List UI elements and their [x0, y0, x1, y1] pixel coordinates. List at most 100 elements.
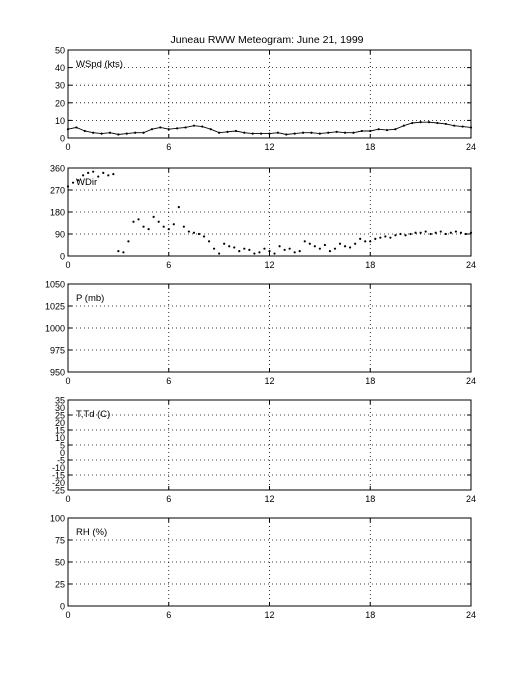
x-tick-label: 6: [166, 376, 171, 386]
x-tick-label: 6: [166, 142, 171, 152]
data-point: [233, 246, 236, 249]
data-point: [223, 242, 226, 245]
data-point: [359, 237, 362, 240]
data-point: [251, 132, 254, 135]
data-point: [399, 232, 402, 236]
data-point: [248, 248, 251, 251]
data-point: [411, 121, 414, 125]
data-point: [364, 240, 367, 243]
data-point: [404, 234, 407, 237]
x-tick-label: 24: [466, 142, 476, 152]
y-tick-label: -20: [52, 478, 65, 488]
data-point: [419, 231, 422, 234]
data-point: [142, 225, 145, 228]
figure-title: Juneau RWW Meteogram: June 21, 1999: [171, 34, 364, 46]
data-point: [187, 230, 190, 233]
y-tick-label: 1000: [45, 324, 65, 334]
y-tick-label: 30: [55, 81, 65, 91]
data-point: [338, 242, 342, 245]
data-point: [427, 121, 431, 124]
data-point: [197, 232, 201, 236]
data-point: [76, 179, 80, 182]
panel-label: T,Td (C): [76, 409, 110, 420]
data-point: [469, 231, 473, 234]
data-point: [301, 131, 305, 134]
data-point: [369, 240, 372, 243]
data-point: [318, 247, 321, 250]
data-point: [377, 128, 380, 131]
data-point: [444, 232, 447, 236]
data-point: [303, 240, 306, 243]
data-point: [207, 240, 211, 243]
data-point: [424, 230, 427, 233]
data-point: [167, 228, 170, 231]
data-point: [464, 232, 468, 236]
x-tick-label: 0: [65, 142, 70, 152]
y-tick-label: 975: [50, 346, 65, 356]
data-point: [92, 170, 95, 173]
x-tick-label: 24: [466, 260, 476, 270]
y-tick-label: 1025: [45, 302, 65, 312]
data-point: [82, 174, 85, 177]
y-tick-label: 270: [50, 186, 65, 196]
data-point: [226, 130, 229, 133]
data-point: [283, 248, 286, 251]
x-tick-label: 6: [166, 610, 171, 620]
data-point: [310, 131, 313, 134]
data-point: [374, 237, 377, 240]
x-tick-label: 18: [365, 260, 375, 270]
data-point: [243, 131, 246, 134]
data-point: [92, 131, 95, 134]
data-point: [298, 250, 301, 253]
y-tick-label: 25: [55, 580, 65, 590]
data-point: [354, 242, 357, 245]
data-point: [343, 131, 347, 134]
y-tick-label: 20: [55, 98, 65, 108]
panel-label: P (mb): [76, 293, 104, 304]
data-point: [177, 206, 180, 209]
data-point: [318, 132, 321, 135]
y-tick-label: 0: [60, 252, 65, 262]
data-point: [389, 236, 392, 239]
data-point: [157, 220, 160, 223]
data-point: [97, 175, 100, 178]
data-point: [313, 245, 316, 248]
panel-rh: 0 25 50 75 100 0 6 12 18 24 RH (%): [50, 514, 476, 621]
data-point: [429, 232, 432, 236]
data-point: [66, 185, 70, 188]
data-point: [202, 235, 206, 238]
data-point: [328, 250, 332, 253]
x-tick-label: 12: [264, 494, 274, 504]
data-point: [108, 131, 112, 134]
data-point: [278, 245, 281, 248]
panel-label: WDir: [76, 177, 97, 188]
data-point: [360, 129, 363, 133]
y-tick-label: 25: [55, 411, 65, 421]
y-tick-label: 0: [60, 134, 65, 144]
data-point: [333, 247, 337, 250]
data-point: [83, 129, 86, 133]
data-point: [209, 128, 212, 131]
y-tick-label: 75: [55, 536, 65, 546]
series-wdir-0: [66, 170, 473, 255]
y-tick-label: -10: [52, 463, 65, 473]
data-point: [75, 126, 78, 129]
series-wspd-0: [66, 121, 473, 136]
y-tick-label: 100: [50, 514, 65, 524]
data-point: [258, 251, 261, 254]
data-point: [454, 230, 457, 233]
y-tick-label: 180: [50, 208, 65, 218]
y-tick-label: 1050: [45, 280, 65, 290]
y-tick-label: 35: [55, 396, 65, 406]
data-point: [461, 125, 464, 128]
data-point: [459, 231, 463, 234]
data-point: [201, 125, 204, 128]
data-point: [402, 124, 405, 127]
data-point: [132, 220, 135, 223]
data-point: [87, 171, 90, 174]
x-tick-label: 6: [166, 260, 171, 270]
panel-label: WSpd (kts): [76, 59, 123, 70]
data-point: [449, 231, 452, 234]
data-point: [234, 129, 238, 133]
